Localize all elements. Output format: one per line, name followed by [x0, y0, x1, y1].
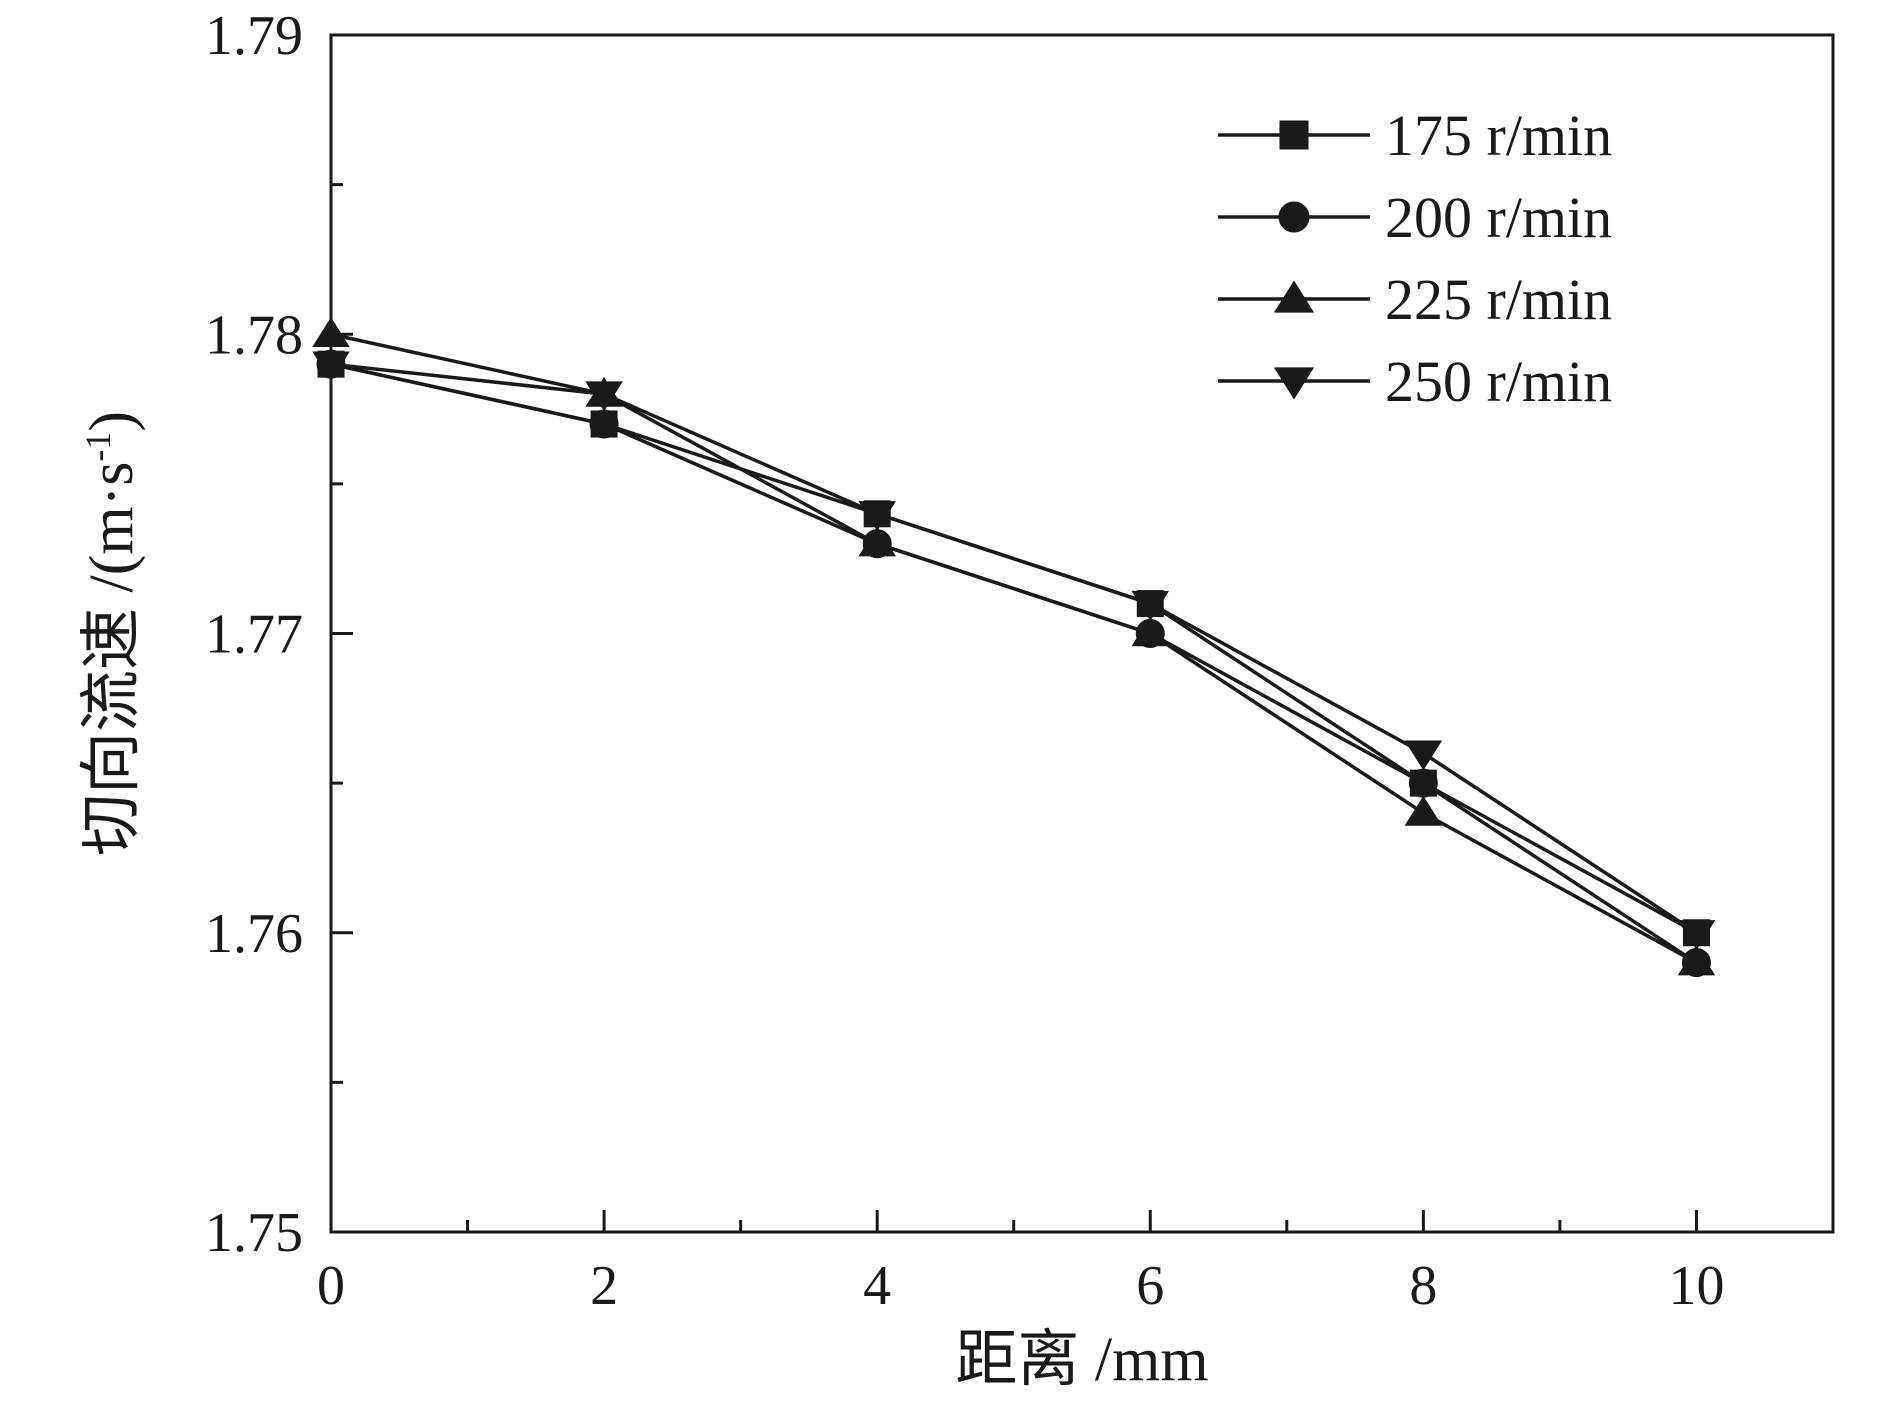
y-tick-label: 1.79	[205, 5, 303, 67]
legend-marker-square	[1279, 120, 1309, 150]
x-tick-label: 2	[590, 1255, 618, 1317]
y-tick-label: 1.77	[205, 604, 303, 666]
data-point-triangle-down	[585, 381, 623, 412]
x-tick-label: 6	[1136, 1255, 1164, 1317]
x-axis-ticks	[329, 1210, 1835, 1232]
data-point-triangle-up	[1677, 945, 1716, 976]
data-point-triangle-down	[1131, 590, 1170, 621]
legend-item: 200 r/min	[1218, 185, 1612, 250]
y-axis-title-main: 切向流速 /(m·s	[78, 462, 146, 856]
data-point-triangle-up	[1131, 616, 1170, 647]
y-tick-label: 1.75	[205, 1202, 303, 1264]
series-line	[330, 362, 1698, 935]
data-point-circle	[589, 409, 619, 439]
y-axis-title-superscript: -1	[78, 432, 118, 462]
legend-item: 250 r/min	[1218, 349, 1612, 414]
series-line	[330, 362, 1698, 935]
x-axis-title: 距离 /mm	[955, 1326, 1208, 1394]
y-tick-label: 1.76	[205, 903, 303, 965]
x-tick-label: 10	[1668, 1255, 1724, 1317]
series-line	[330, 332, 1698, 965]
legend-marker-triangle-up	[1273, 280, 1315, 313]
data-point-triangle-up	[1404, 795, 1443, 826]
legend-label: 175 r/min	[1385, 103, 1612, 168]
legend-marker-circle	[1278, 201, 1310, 233]
data-point-circle	[1408, 768, 1438, 798]
x-tick-label: 4	[863, 1255, 891, 1317]
legend-label: 250 r/min	[1385, 349, 1612, 414]
legend-item: 225 r/min	[1218, 267, 1612, 332]
y-axis-title: 切向流速 /(m·s-1)	[78, 411, 146, 856]
series-markers	[312, 317, 1716, 978]
data-point-triangle-up	[858, 526, 896, 557]
data-point-triangle-down	[1677, 920, 1716, 950]
legend-label: 200 r/min	[1385, 185, 1612, 250]
series-lines	[330, 332, 1698, 965]
y-axis-ticks	[331, 33, 353, 1234]
x-tick-labels: 0 2 4 6 8 10	[317, 1255, 1724, 1317]
series-line	[330, 362, 1698, 965]
x-tick-label: 8	[1409, 1255, 1437, 1317]
legend-marker-triangle-down	[1273, 367, 1315, 400]
legend: 175 r/min 200 r/min 225 r/min 250 r/min	[1218, 103, 1612, 414]
data-point-triangle-down	[1404, 740, 1443, 771]
y-tick-label: 1.78	[205, 304, 303, 366]
plot-area	[312, 33, 1835, 1234]
data-point-triangle-down	[858, 501, 896, 531]
y-tick-labels: 1.75 1.76 1.77 1.78 1.79	[205, 5, 303, 1264]
y-axis-title-close: )	[78, 411, 146, 432]
data-point-triangle-up	[312, 317, 350, 347]
legend-label: 225 r/min	[1385, 267, 1612, 332]
legend-item: 175 r/min	[1218, 103, 1612, 168]
data-point-triangle-down	[312, 351, 350, 382]
x-tick-label: 0	[317, 1255, 345, 1317]
